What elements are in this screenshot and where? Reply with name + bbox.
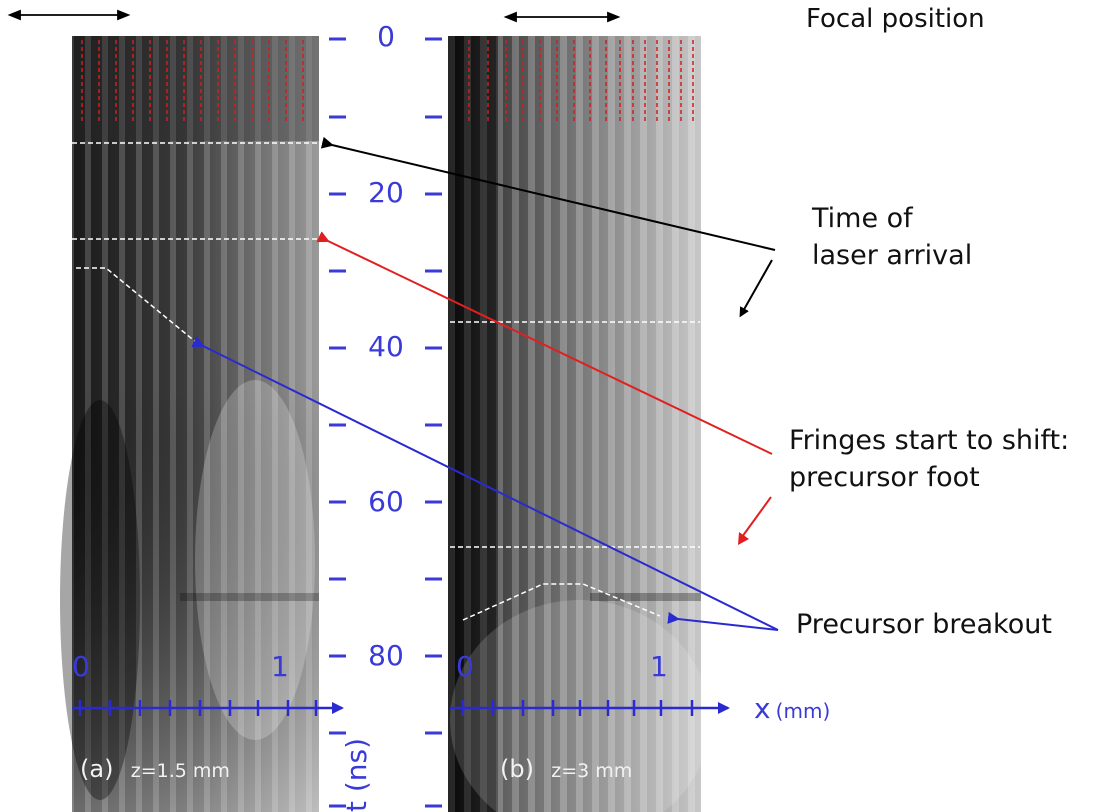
- panel-a-caption: (a) z=1.5 mm: [80, 755, 230, 783]
- fringes-shift-label: Fringes start to shift: precursor foot: [789, 422, 1069, 496]
- x-tick-label: 1: [271, 650, 289, 683]
- laser-arrival-label: Time of laser arrival: [812, 200, 972, 274]
- t-axis-ticks: [329, 37, 442, 808]
- panel-a-label: (a): [80, 755, 114, 783]
- t-tick-label: 80: [368, 639, 404, 672]
- t-tick-label: 40: [368, 330, 404, 363]
- x-axis-symbol: x: [754, 692, 771, 725]
- panel-b-z: z=3 mm: [551, 760, 633, 782]
- t-tick-label: 20: [368, 176, 404, 209]
- t-tick-label: 0: [377, 20, 395, 53]
- arrow-laser-arrival: [320, 136, 776, 318]
- fringes-shift-line2: precursor foot: [789, 462, 980, 493]
- arrow-fringes-shift: [316, 231, 773, 545]
- x-axis-unit: (mm): [775, 699, 831, 723]
- x-axis-b: [450, 700, 730, 716]
- x-tick-label: 0: [72, 650, 90, 683]
- x-tick-label: 0: [456, 650, 474, 683]
- x-tick-label: 1: [650, 650, 668, 683]
- white-guides: [72, 142, 700, 621]
- panel-b-image: [448, 36, 710, 812]
- x-axis-a: [72, 700, 344, 716]
- focal-position-label: Focal position: [806, 4, 985, 34]
- laser-arrival-line1: Time of: [812, 203, 913, 234]
- panel-b-caption: (b) z=3 mm: [500, 755, 632, 783]
- focal-arrow-a: [7, 9, 131, 21]
- fringes-shift-line1: Fringes start to shift:: [789, 425, 1070, 456]
- x-axis-label: x (mm): [754, 692, 830, 725]
- focal-arrow-b: [503, 11, 621, 23]
- panel-a-image: [60, 36, 319, 812]
- t-tick-label: 60: [368, 485, 404, 518]
- laser-arrival-line2: laser arrival: [812, 240, 973, 271]
- precursor-breakout-label: Precursor breakout: [796, 609, 1052, 640]
- arrow-precursor-breakout: [191, 336, 779, 631]
- panel-a-z: z=1.5 mm: [130, 760, 230, 782]
- panel-b-label: (b): [500, 755, 534, 783]
- t-axis-title: t (ns): [340, 737, 373, 812]
